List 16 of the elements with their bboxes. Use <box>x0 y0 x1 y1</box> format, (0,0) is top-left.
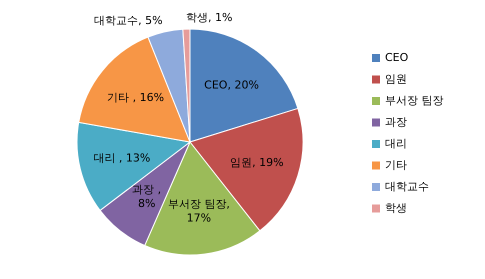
legend-label: 부서장 팀장 <box>385 94 444 108</box>
legend-label: 기타 <box>385 158 407 172</box>
legend-label: 대리 <box>385 137 407 150</box>
data-label: 대학교수, 5% <box>94 14 163 27</box>
legend-label: 대학교수 <box>385 180 429 194</box>
legend-label: CEO <box>385 51 409 64</box>
data-label: CEO, 20% <box>204 78 259 92</box>
data-label: 임원, 19% <box>230 156 284 169</box>
data-label: 학생, 1% <box>186 10 233 24</box>
legend-label: 학생 <box>385 202 407 215</box>
data-label: 대리 , 13% <box>93 152 150 165</box>
legend-label: 임원 <box>385 72 407 86</box>
data-label: 기타 , 16% <box>107 90 164 104</box>
data-label: 과장 , 8% <box>132 183 162 210</box>
legend-label: 과장 <box>385 116 407 129</box>
data-label: 부서장 팀장, 17% <box>168 197 230 225</box>
